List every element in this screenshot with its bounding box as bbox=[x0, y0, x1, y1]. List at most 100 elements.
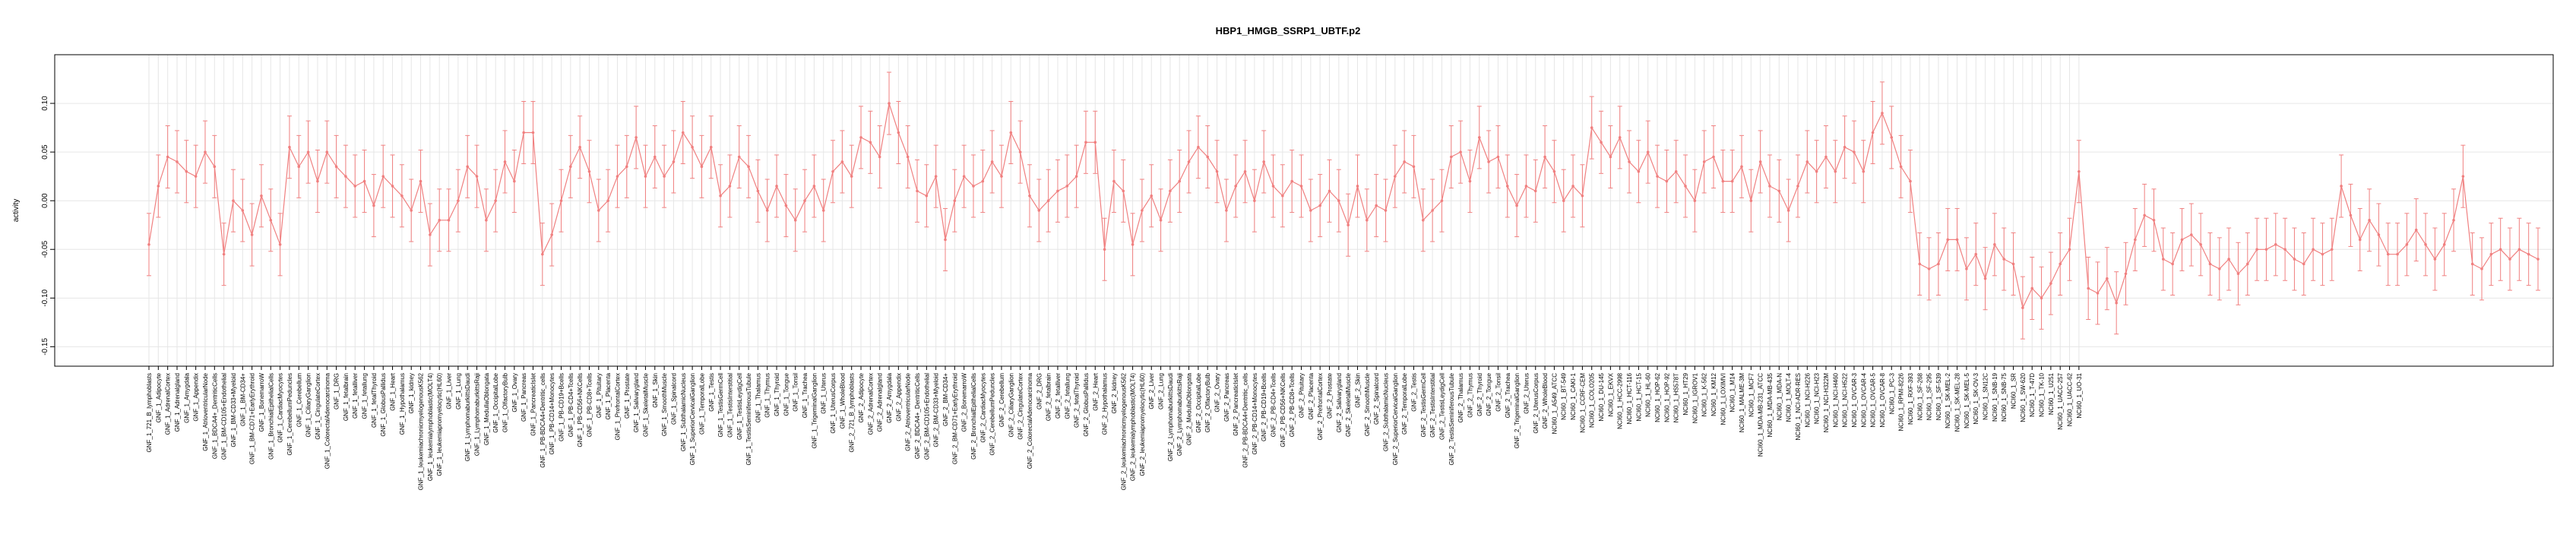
data-point bbox=[869, 141, 872, 144]
data-point bbox=[1637, 169, 1641, 173]
data-point bbox=[1955, 238, 1959, 242]
data-point bbox=[1394, 175, 1397, 178]
x-tick-label: GNF_2_leukemiapromyelocytic(HL60) bbox=[1139, 373, 1146, 476]
data-point bbox=[1562, 199, 1565, 202]
data-point bbox=[1318, 204, 1321, 207]
x-tick-label: GNF_1_BM-CD105+Endothelial bbox=[221, 373, 228, 460]
x-tick-label: NCI60_1_SF-295 bbox=[1926, 372, 1933, 420]
x-tick-label: GNF_2_BonemarroW bbox=[961, 373, 968, 432]
data-point bbox=[1422, 219, 1425, 222]
data-point bbox=[1074, 175, 1078, 178]
data-point bbox=[531, 131, 535, 134]
x-tick-label: GNF_1_PB-CD4+Tcells bbox=[568, 373, 574, 437]
x-tick-label: GNF_2_BDCA4+_DentriticCells bbox=[914, 373, 921, 459]
data-point bbox=[1468, 179, 1472, 183]
x-tick-label: NCI60_1_HS578T bbox=[1673, 373, 1680, 422]
x-tick-label: GNF_2_GlobusPallidus bbox=[1083, 373, 1090, 437]
data-point bbox=[1730, 179, 1734, 183]
data-point bbox=[1366, 219, 1369, 222]
x-tick-label: GNF_1_Cerebellum bbox=[296, 373, 302, 427]
x-tick-label: NCI60_1_KM12 bbox=[1710, 372, 1717, 416]
data-point bbox=[194, 175, 198, 178]
data-point bbox=[372, 204, 375, 207]
x-tick-label: GNF_2_OccipitalLobe bbox=[1195, 372, 1202, 432]
data-point bbox=[362, 179, 366, 183]
x-tick-label: GNF_2_Cerebellum bbox=[998, 373, 1005, 427]
data-point bbox=[334, 165, 338, 169]
x-tick-label: GNF_2_Heart bbox=[1092, 372, 1099, 411]
data-point bbox=[410, 209, 413, 212]
data-point bbox=[2264, 248, 2268, 251]
data-point bbox=[916, 189, 919, 193]
x-tick-label: GNF_1_721_B_lymphoblasts bbox=[146, 373, 153, 453]
data-point bbox=[1178, 179, 1182, 183]
data-point bbox=[616, 175, 619, 178]
data-point bbox=[2180, 238, 2184, 242]
x-tick-label: GNF_2_BM-CD105+Endothelial bbox=[923, 373, 930, 460]
x-tick-label: GNF_2_Pancreas bbox=[1223, 373, 1230, 422]
x-tick-label: GNF_1_CingulateCortex bbox=[315, 373, 321, 440]
x-tick-label: NCI60_1_COLO205 bbox=[1589, 372, 1596, 428]
x-tick-label: GNF_2_PB-BDCA4+Dentritic_cells bbox=[1242, 373, 1249, 468]
x-tick-label: GNF_1_Adrenalgland bbox=[174, 373, 181, 432]
data-point bbox=[1487, 160, 1490, 163]
data-point bbox=[569, 165, 572, 169]
x-tick-label: GNF_2_Thalamus bbox=[1457, 373, 1464, 422]
data-point bbox=[2517, 248, 2521, 251]
data-point bbox=[1150, 194, 1154, 198]
data-point bbox=[344, 175, 347, 178]
data-point bbox=[784, 204, 788, 207]
y-axis-label: activity bbox=[12, 199, 21, 223]
data-point bbox=[990, 160, 994, 163]
data-point bbox=[1674, 169, 1678, 173]
data-point bbox=[288, 145, 291, 149]
series-line bbox=[148, 103, 2539, 309]
data-point bbox=[485, 219, 488, 222]
x-tick-label: GNF_2_Amygdala bbox=[886, 372, 893, 422]
data-point bbox=[1328, 189, 1331, 193]
x-tick-label: GNF_2_Prostate bbox=[1327, 372, 1334, 419]
x-tick-label: GNF_2_Testis bbox=[1410, 373, 1417, 412]
data-point bbox=[747, 165, 750, 169]
y-tick-label: -0.15 bbox=[41, 338, 49, 356]
x-tick-label: NCI60_1_K-562 bbox=[1701, 372, 1708, 416]
data-point bbox=[1899, 165, 1903, 169]
data-point bbox=[1431, 209, 1434, 212]
x-tick-label: GNF_1_SkeletalMuscle bbox=[642, 372, 649, 437]
data-point bbox=[831, 169, 834, 173]
data-point bbox=[2040, 296, 2043, 300]
data-point bbox=[400, 194, 403, 198]
data-point bbox=[2405, 243, 2409, 246]
data-point bbox=[2190, 233, 2193, 236]
data-point bbox=[1122, 189, 1125, 193]
x-tick-label: GNF_1_Liver bbox=[446, 373, 453, 409]
data-point bbox=[269, 219, 273, 222]
data-point bbox=[981, 179, 985, 183]
data-point bbox=[157, 185, 160, 188]
data-point bbox=[2002, 258, 2006, 261]
x-tick-label: GNF_1_CiliaryGanglion bbox=[305, 373, 312, 437]
x-tick-label: NCI60_1_OVCAR-8 bbox=[1879, 372, 1886, 427]
x-tick-label: GNF_2_Lung bbox=[1158, 373, 1165, 409]
data-point bbox=[2152, 219, 2156, 222]
data-point bbox=[297, 165, 301, 169]
data-point bbox=[1543, 155, 1546, 159]
x-tick-label: NCI60_1_HOP-92 bbox=[1663, 372, 1670, 422]
x-tick-label: GNF_2_fetallung bbox=[1064, 373, 1071, 419]
data-point bbox=[1356, 185, 1359, 188]
x-tick-label: GNF_2_Placenta bbox=[1308, 372, 1315, 419]
data-point bbox=[1965, 267, 1968, 270]
data-point bbox=[897, 131, 900, 134]
x-tick-label: GNF_2_Salivarygland bbox=[1336, 373, 1343, 432]
data-point bbox=[2498, 248, 2502, 251]
data-point bbox=[2030, 286, 2034, 290]
data-point bbox=[2312, 248, 2315, 251]
data-point bbox=[2068, 248, 2071, 251]
data-point bbox=[1749, 199, 1753, 202]
x-tick-label: GNF_2_Tongue bbox=[1486, 372, 1492, 416]
x-tick-label: NCI60_1_HOP-62 bbox=[1654, 372, 1661, 422]
data-point bbox=[728, 185, 732, 188]
data-point bbox=[765, 209, 769, 212]
data-point bbox=[204, 150, 207, 153]
x-tick-label: GNF_1_BM-CD34+ bbox=[239, 373, 246, 426]
